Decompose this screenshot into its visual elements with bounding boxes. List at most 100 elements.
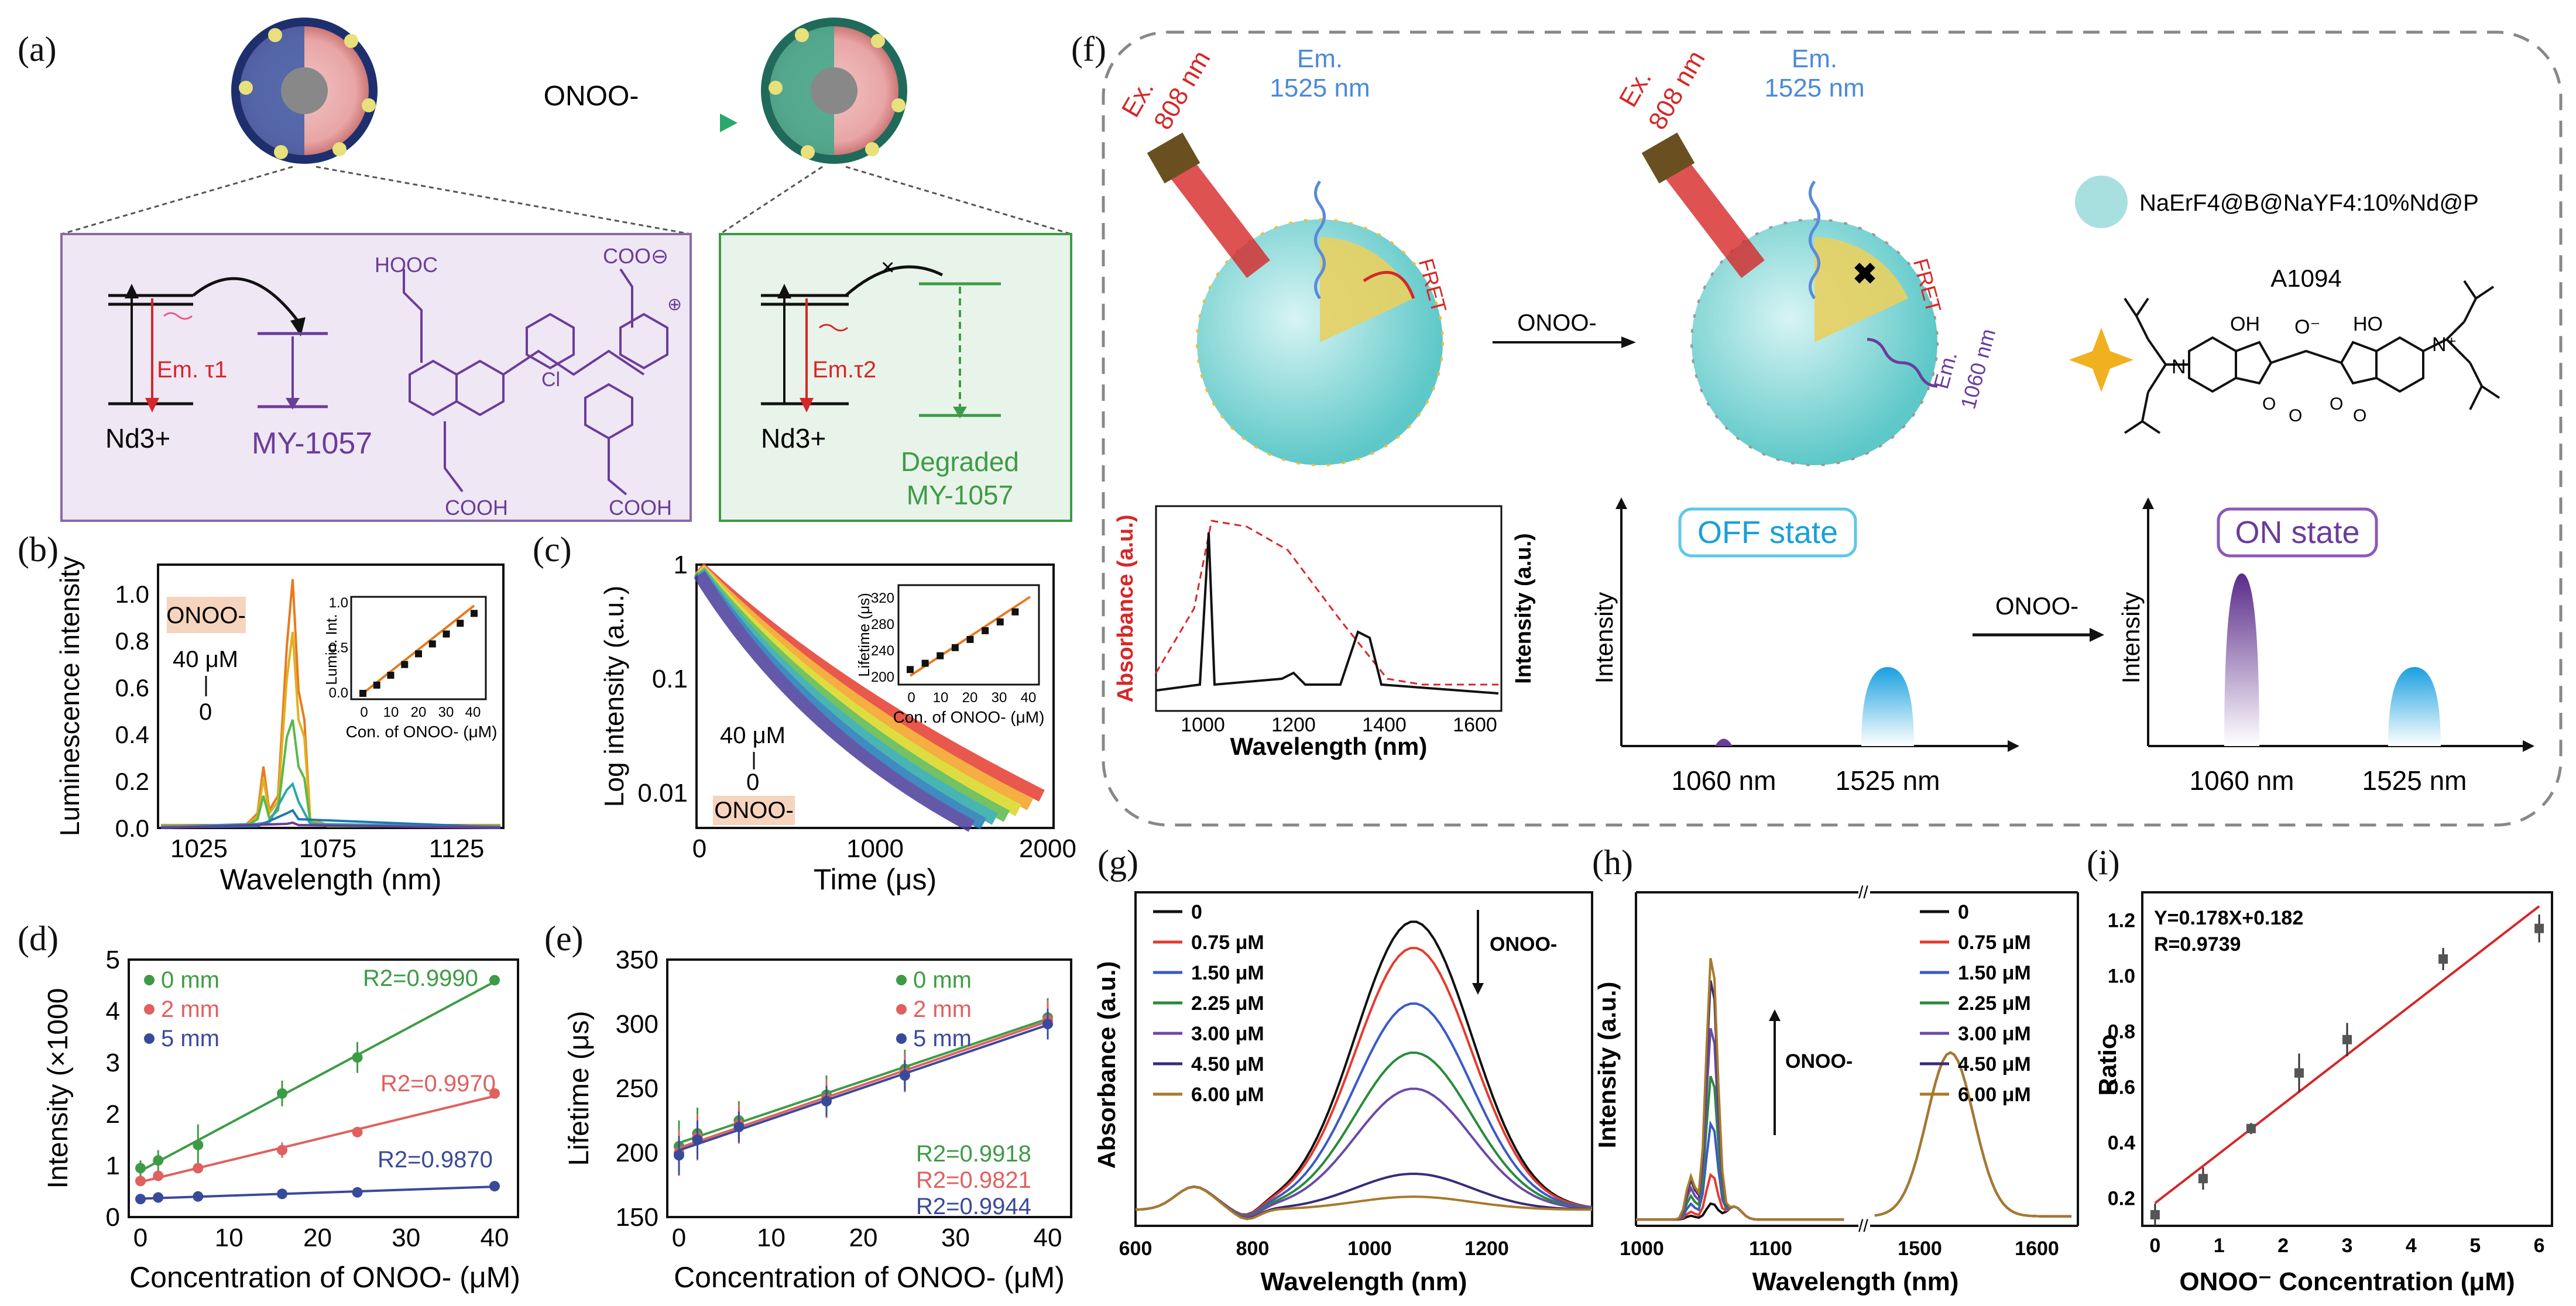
panel-a-arrow-label: ONOO- [544,81,639,112]
d-point [277,1145,287,1156]
panel-label-d: (d) [18,919,59,958]
f-spec-xlabel: Wavelength (nm) [1230,733,1428,760]
g-xtick: 600 [1119,1238,1152,1260]
d-point [135,1163,146,1174]
nanoparticle-icon [231,18,378,164]
f-em1b: 1525 nm [1270,74,1370,102]
f-on-ylabel: Intensity [2117,592,2145,683]
e-legend-1: 2 mm [913,996,972,1022]
e-point [821,1096,832,1106]
d-point [352,1126,363,1137]
h-series-line [1636,1075,1844,1221]
e-ytick: 300 [616,1010,658,1039]
h-legend-item: 3.00 μM [1958,1023,2031,1045]
h-legend-item: 4.50 μM [1958,1053,2031,1075]
cl-label: Cl [541,369,560,391]
f-arrow2: ONOO- [1995,592,2078,620]
svg-text:×: × [881,255,894,280]
panel-a: ONOO- Em. τ1 Nd3+ MY-1057 HOOC COO [60,18,1072,522]
b-xtick: 1075 [299,834,356,863]
g-legend-item: 6.00 μM [1191,1084,1264,1106]
hooc-label: HOOC [375,253,438,277]
f-spec-xtick: 1200 [1271,714,1316,736]
d-xtick: 30 [392,1223,420,1252]
h-series-line [1636,1173,1844,1221]
d-point [193,1139,204,1150]
b-inset-point [401,661,409,668]
nd-label-left: Nd3+ [105,423,170,453]
d-r2-1: R2=0.9970 [380,1071,496,1097]
b-inset-ytick: 0.0 [329,685,348,701]
c-ytick: 1 [674,551,688,579]
g-legend-item: 0.75 μM [1191,932,1264,954]
i-xtick: 0 [2149,1235,2160,1257]
g-legend-item: 1.50 μM [1191,962,1264,984]
g-series-line [1135,1173,1593,1220]
b-ylabel: Luminescence intensity [54,556,85,836]
i-point [2342,1035,2352,1044]
h-legend-item: 1.50 μM [1958,962,2031,984]
i-xlabel: ONOO⁻ Concentration (μM) [2179,1267,2515,1296]
f-spec-xtick: 1600 [1453,714,1497,736]
f-o2: O [2289,406,2302,425]
panel-label-e: (e) [544,919,584,958]
b-xtick: 1025 [170,834,228,863]
e-legend-0: 0 mm [913,967,972,993]
h-xtick: 1000 [1620,1238,1664,1260]
i-ytick: 0.4 [2108,1132,2135,1154]
h-legend-item: 0.75 μM [1958,932,2031,954]
c-xtick: 2000 [1019,834,1076,863]
g-legend-item: 3.00 μM [1191,1023,1264,1045]
dye-label-my1057: MY-1057 [252,427,372,460]
i-xtick: 3 [2342,1235,2353,1257]
f-spec-ylabel-right: Intensity (a.u.) [1511,533,1536,684]
svg-text://: // [1858,1216,1868,1236]
e-r2-2: R2=0.9944 [916,1194,1031,1219]
e-xtick: 20 [849,1223,878,1252]
panel-c-chart: Log intensity (a.u.) Time (μs) 0 1000 20… [599,551,1076,896]
d-ytick: 4 [106,997,120,1026]
b-inset-point [415,650,422,658]
h-legend-item: 6.00 μM [1958,1084,2031,1106]
b-inset-point [428,640,436,648]
d-point [135,1176,146,1187]
e-ytick: 250 [616,1074,658,1103]
f-em2: Em. [1792,44,1837,73]
nanoprobe-on-icon: ✖ [1641,132,1939,466]
i-ytick: 0.2 [2108,1188,2135,1210]
panel-label-h: (h) [1592,843,1633,882]
c-inset-xtick: 30 [992,690,1007,706]
b-inset-xtick: 30 [438,704,454,720]
c-ytick: 0.01 [637,779,688,807]
f-em3b: 1060 nm [1956,326,2000,411]
coo-label: COO⊖ [603,244,668,268]
c-inset-point [1011,608,1019,616]
d-point [153,1170,164,1181]
nanoprobe-off-icon [1147,132,1444,466]
c-inset-ytick: 200 [871,669,894,685]
d-point [489,975,500,986]
c-inset-xtick: 20 [962,690,978,706]
d-point [193,1191,204,1202]
panel-label-a: (a) [18,30,57,68]
h-xtick: 1100 [1749,1238,1792,1260]
d-ylabel: Intensity (×1000 [43,988,74,1189]
g-legend-item: 2.25 μM [1191,992,1264,1015]
e-xtick: 10 [757,1223,786,1252]
b-inset-point [373,681,380,689]
d-point [277,1188,287,1200]
panel-label-c: (c) [533,530,572,569]
b-conc-bottom: 0 [199,699,212,725]
d-r2-0: R2=0.9990 [363,965,478,991]
g-ylabel: Absorbance (a.u.) [1093,961,1120,1169]
em-tau2-label: Em.τ2 [812,357,876,383]
c-inset-ylabel: Lifetime (μs) [855,593,873,677]
h-series-line [1636,958,1844,1221]
f-ex2: Ex. [1614,66,1657,112]
f-on-x2: 1525 nm [2362,765,2467,796]
dye-star-icon [2069,328,2133,392]
d-point [153,1155,164,1166]
f-on-x1: 1060 nm [2189,765,2294,796]
d-point [277,1088,287,1099]
b-inset-point [387,672,395,679]
